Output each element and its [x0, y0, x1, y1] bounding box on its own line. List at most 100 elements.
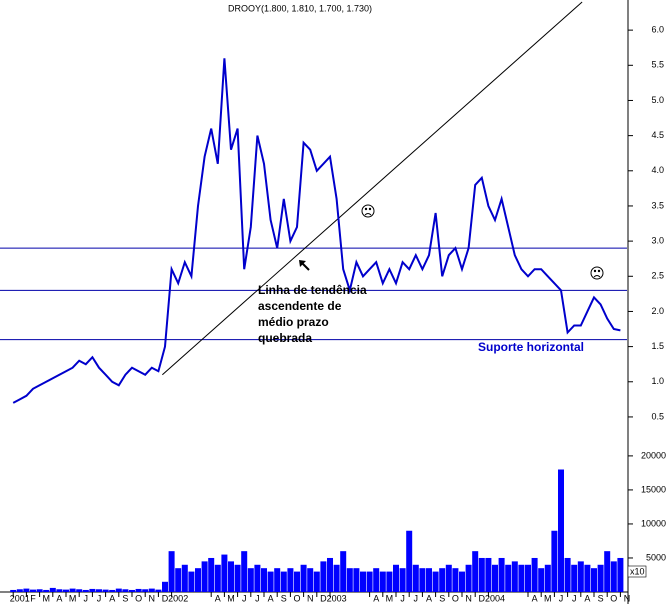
volume-bar	[241, 551, 248, 592]
volume-bar	[419, 568, 426, 592]
x-tick-label: M	[227, 593, 235, 603]
volume-bar	[142, 589, 149, 592]
x-tick-label: M	[69, 593, 77, 603]
x-tick-label: J	[572, 593, 577, 603]
volume-bar	[129, 589, 135, 592]
volume-bar	[399, 568, 406, 592]
volume-bar	[49, 587, 56, 592]
x-tick-label: J	[97, 593, 102, 603]
x-tick-label: J	[242, 593, 247, 603]
volume-bar	[320, 561, 327, 592]
multiplier-label: x10	[630, 566, 645, 576]
y-tick-label: 4.0	[651, 165, 664, 175]
x-tick-label: J	[414, 593, 419, 603]
volume-bar	[558, 469, 564, 592]
volume-bar	[604, 551, 611, 592]
x-tick-label: O	[452, 593, 459, 603]
volume-bar	[76, 589, 83, 592]
volume-bar	[280, 571, 287, 592]
y-tick-label: 4.5	[651, 130, 664, 140]
volume-bar	[96, 589, 102, 592]
x-tick-label: N	[149, 593, 156, 603]
volume-bar	[577, 561, 584, 592]
trend-annotation: médio prazo	[258, 315, 329, 329]
x-tick-label: S	[598, 593, 604, 603]
y-tick-label: 2.5	[651, 271, 664, 281]
volume-bar	[162, 581, 168, 592]
volume-bar	[109, 589, 116, 592]
trendline	[162, 1, 583, 376]
volume-bar	[214, 564, 221, 592]
volume-bar	[115, 588, 122, 592]
volume-bar	[82, 589, 89, 592]
volume-bar	[135, 588, 142, 592]
volume-bar	[591, 568, 597, 592]
x-tick-label: J	[255, 593, 260, 603]
x-tick-label: S	[439, 593, 445, 603]
volume-bar	[333, 564, 340, 592]
volume-bar	[571, 564, 578, 592]
x-tick-label: D	[162, 593, 169, 603]
x-tick-label: M	[42, 593, 50, 603]
volume-bar	[56, 589, 63, 592]
y-tick-label: 3.5	[651, 200, 664, 210]
volume-bar	[16, 589, 23, 592]
support-label: Suporte horizontal	[478, 340, 584, 354]
volume-bar	[155, 589, 162, 592]
volume-bar	[531, 557, 538, 592]
x-tick-label: O	[610, 593, 617, 603]
volume-bar	[478, 557, 485, 592]
volume-bar	[439, 568, 446, 592]
x-tick-label: A	[426, 593, 432, 603]
x-tick-label: 2004	[485, 593, 505, 603]
volume-bar	[538, 568, 545, 592]
price-line	[12, 58, 621, 404]
x-tick-label: N	[307, 593, 314, 603]
x-tick-label: J	[400, 593, 405, 603]
x-tick-label: A	[373, 593, 379, 603]
volume-bar	[188, 571, 195, 592]
y-tick-label: 15000	[641, 484, 666, 494]
volume-bar	[445, 564, 452, 592]
x-tick-label: M	[386, 593, 394, 603]
volume-bar	[274, 568, 281, 592]
volume-bar	[23, 588, 30, 592]
volume-bar	[485, 557, 492, 592]
volume-bar	[340, 551, 347, 592]
volume-bar	[201, 561, 208, 592]
volume-bar	[69, 588, 76, 592]
volume-bar	[195, 568, 201, 592]
x-tick-label: D	[320, 593, 327, 603]
volume-bar	[307, 568, 314, 592]
volume-bar	[168, 551, 175, 592]
x-tick-label: D	[479, 593, 486, 603]
y-tick-label: 0.5	[651, 411, 664, 421]
volume-bar	[412, 564, 419, 592]
x-tick-label: N	[465, 593, 472, 603]
volume-bar	[511, 561, 518, 592]
volume-bar	[617, 557, 624, 592]
trend-annotation: ascendente de	[258, 299, 342, 313]
x-tick-label: A	[532, 593, 538, 603]
x-tick-label: A	[109, 593, 115, 603]
volume-bar	[148, 588, 155, 592]
volume-bar	[379, 571, 386, 592]
volume-bar	[221, 554, 228, 592]
volume-bar	[564, 557, 571, 592]
x-tick-label: A	[584, 593, 590, 603]
volume-bar	[360, 571, 366, 592]
x-tick-label: J	[84, 593, 89, 603]
volume-bar	[10, 589, 17, 592]
volume-bar	[294, 571, 300, 592]
volume-bar	[261, 568, 267, 592]
x-tick-label: A	[56, 593, 62, 603]
volume-bar	[426, 568, 432, 592]
volume-bar	[472, 551, 479, 592]
volume-bar	[406, 530, 413, 592]
volume-bar	[89, 588, 96, 592]
volume-bar	[366, 571, 373, 592]
chart-title: DROOY(1.800, 1.810, 1.700, 1.730)	[228, 3, 372, 13]
volume-bar	[459, 571, 465, 592]
volume-bar	[432, 571, 439, 592]
